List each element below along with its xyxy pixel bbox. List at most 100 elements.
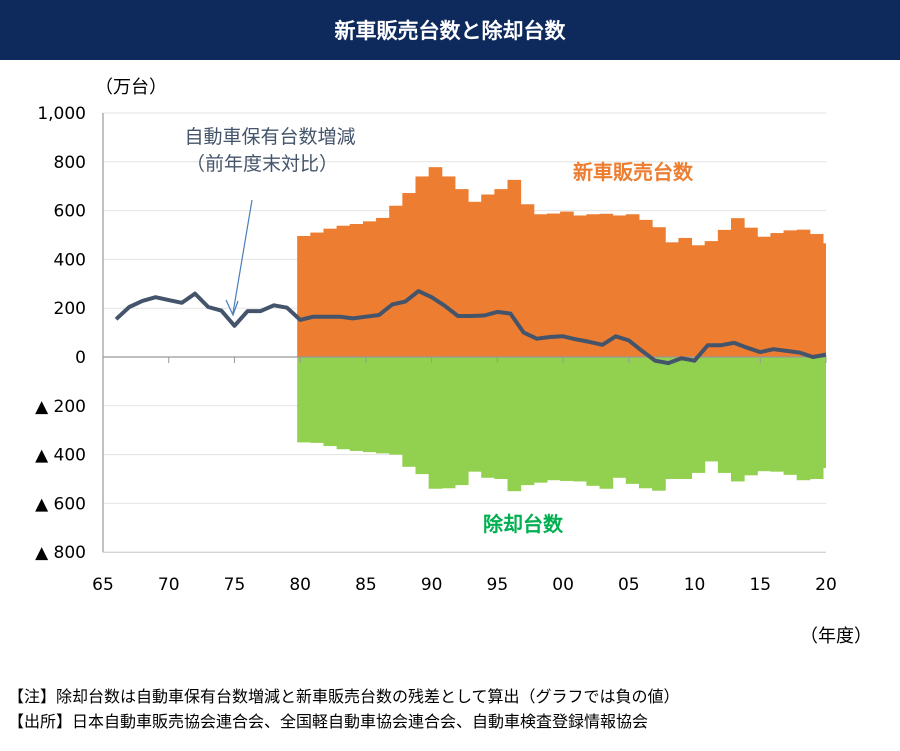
- scrap-bar: [704, 357, 719, 462]
- scrap-bar: [638, 357, 653, 489]
- scrap-bar: [494, 357, 509, 479]
- sales-bar: [494, 189, 509, 357]
- sales-bar: [362, 221, 377, 357]
- sales-bar: [796, 229, 811, 357]
- annotation-arrow: [232, 199, 253, 314]
- scrap-bar: [625, 357, 640, 484]
- sales-bar: [323, 228, 338, 357]
- x-tick-label: 70: [158, 575, 180, 595]
- sales-bar: [546, 213, 561, 357]
- y-tick-label: 200: [54, 299, 86, 319]
- scrap-bar: [744, 357, 758, 476]
- sales-bar: [507, 179, 522, 357]
- scrap-bar: [428, 357, 443, 489]
- sales-bar: [520, 204, 535, 357]
- scrap-bar: [586, 357, 601, 486]
- scrap-bar: [823, 357, 826, 469]
- x-tick-label: 95: [487, 575, 509, 595]
- scrap-bar: [441, 357, 456, 489]
- sales-bar: [310, 232, 324, 357]
- sales-label: 新車販売台数: [573, 160, 694, 184]
- sales-bar: [349, 224, 364, 357]
- x-tick-label: 10: [684, 575, 706, 595]
- sales-bar: [428, 167, 443, 357]
- scrap-bar: [520, 357, 535, 486]
- scrap-bar: [612, 357, 627, 478]
- x-tick-label: 15: [749, 575, 771, 595]
- sales-bar: [454, 189, 469, 357]
- sales-bar: [336, 225, 351, 357]
- y-tick-label: ▲ 200: [35, 397, 86, 417]
- sales-bar: [730, 218, 745, 357]
- y-tick-label: ▲ 600: [35, 494, 86, 514]
- y-tick-label: 600: [54, 202, 86, 222]
- sales-bar: [297, 235, 311, 357]
- sales-bar: [441, 176, 456, 357]
- scrap-bar: [717, 357, 732, 473]
- scrap-bar: [323, 357, 338, 447]
- sales-bar: [389, 205, 403, 357]
- x-tick-label: 75: [224, 575, 246, 595]
- scrap-label: 除却台数: [483, 512, 564, 536]
- scrap-bar: [376, 357, 390, 454]
- scrap-bar: [349, 357, 364, 451]
- scrap-bar: [796, 357, 811, 481]
- scrap-bar: [560, 357, 574, 481]
- x-tick-label: 80: [289, 575, 311, 595]
- sales-bar: [402, 193, 416, 357]
- scrap-bar: [573, 357, 587, 482]
- footnote: 【注】除却台数は自動車保有台数増減と新車販売台数の残差として算出（グラフでは負の…: [8, 687, 680, 706]
- x-tick-label: 20: [815, 575, 837, 595]
- scrap-bar: [730, 357, 745, 482]
- scrap-bar: [809, 357, 824, 479]
- scrap-bar: [402, 357, 416, 467]
- scrap-bar: [652, 357, 666, 491]
- sales-bar: [415, 176, 430, 357]
- scrap-bar: [310, 357, 324, 443]
- scrap-bar: [415, 357, 430, 475]
- sales-bar: [481, 194, 495, 357]
- sales-bar: [757, 236, 771, 357]
- sales-bar: [744, 227, 758, 357]
- scrap-bar: [507, 357, 522, 492]
- sales-bar: [612, 215, 627, 357]
- sales-bar: [560, 211, 574, 357]
- sales-bar: [783, 230, 798, 357]
- scrap-bar: [481, 357, 495, 478]
- y-tick-label: ▲ 400: [35, 446, 86, 466]
- sales-bar: [678, 237, 693, 357]
- y-tick-label: 400: [54, 250, 86, 270]
- holdings-change-line: [114, 289, 827, 366]
- scrap-bar: [783, 357, 798, 475]
- sales-bar: [533, 214, 548, 357]
- x-tick-label: 90: [421, 575, 443, 595]
- line-annotation-sub: （前年度末対比）: [186, 153, 338, 175]
- scrap-bar: [546, 357, 561, 481]
- arrow-head-icon: [225, 299, 239, 317]
- scrap-bar: [468, 357, 482, 472]
- scrap-bar: [454, 357, 469, 486]
- scrap-bar: [691, 357, 706, 473]
- sales-bar: [573, 215, 587, 357]
- sales-bar: [652, 227, 666, 357]
- sales-bar: [665, 242, 679, 357]
- scrap-bar: [770, 357, 785, 472]
- scrap-bar: [599, 357, 614, 489]
- sales-bar: [823, 243, 826, 357]
- y-tick-label: ▲ 800: [35, 543, 86, 563]
- chart-title: 新車販売台数と除却台数: [334, 19, 566, 43]
- chart-title-bar: 新車販売台数と除却台数: [0, 0, 900, 60]
- scrap-bar: [297, 357, 311, 443]
- x-axis-unit-label: （年度）: [800, 626, 872, 647]
- scrap-bar: [665, 357, 679, 479]
- sales-bar: [638, 219, 653, 357]
- y-tick-label: 1,000: [37, 104, 86, 124]
- sales-bar: [691, 245, 706, 357]
- line-annotation: 自動車保有台数増減: [184, 126, 355, 148]
- sales-bar: [809, 234, 824, 357]
- sales-bar: [468, 201, 482, 357]
- scrap-bar: [362, 357, 377, 453]
- x-tick-label: 65: [92, 575, 114, 595]
- y-tick-label: 0: [75, 348, 86, 368]
